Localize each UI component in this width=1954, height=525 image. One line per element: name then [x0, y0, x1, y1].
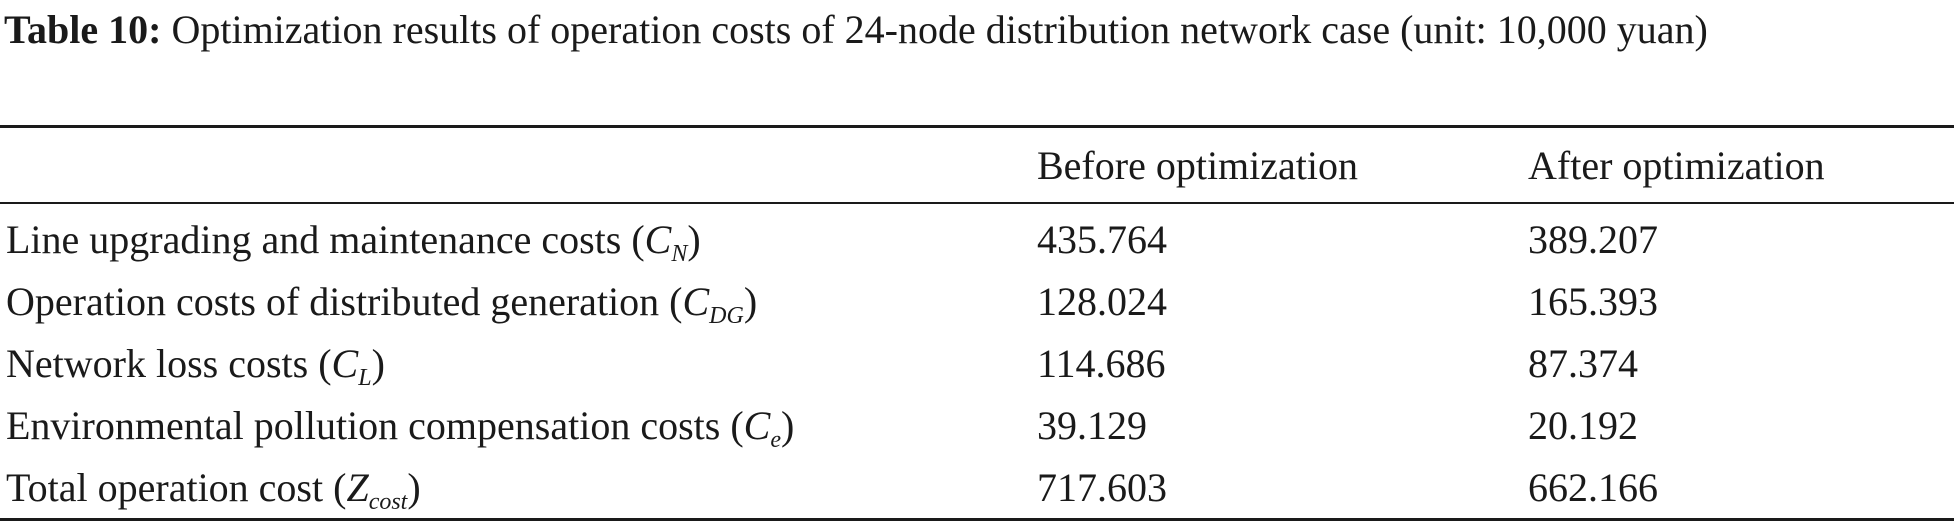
symbol-letter: C: [682, 278, 710, 324]
row-label-text: Total operation cost (: [6, 464, 347, 510]
row-label: Line upgrading and maintenance costs (CN…: [6, 216, 701, 267]
row-label-text: Operation costs of distributed generatio…: [6, 278, 683, 324]
caption-text: Optimization results of operation costs …: [171, 7, 1708, 52]
top-rule: [0, 125, 1954, 128]
row-after-value: 389.207: [1528, 216, 1658, 262]
row-after-value: 662.166: [1528, 464, 1658, 510]
caption-label: Table 10:: [4, 7, 162, 52]
row-symbol: CN: [644, 216, 688, 266]
symbol-subscript: N: [671, 240, 688, 267]
row-after-value: 165.393: [1528, 278, 1658, 324]
row-symbol: Zcost: [346, 464, 407, 514]
header-after: After optimization: [1528, 142, 1825, 188]
table-row: Network loss costs (CL) 114.686 87.374: [0, 332, 1954, 394]
row-after-value: 87.374: [1528, 340, 1638, 386]
row-symbol: CL: [331, 340, 372, 390]
row-before-value: 128.024: [1037, 278, 1167, 324]
row-before-value: 435.764: [1037, 216, 1167, 262]
row-label: Total operation cost (Zcost): [6, 464, 421, 515]
table-row: Line upgrading and maintenance costs (CN…: [0, 202, 1954, 270]
row-label-text: Network loss costs (: [6, 340, 332, 386]
table-row: Environmental pollution compensation cos…: [0, 394, 1954, 456]
cost-table: Before optimization After optimization L…: [0, 128, 1954, 518]
row-before-value: 114.686: [1037, 340, 1166, 386]
row-label: Environmental pollution compensation cos…: [6, 402, 795, 453]
row-label: Operation costs of distributed generatio…: [6, 278, 758, 329]
symbol-letter: C: [331, 340, 359, 386]
header-rule: [0, 202, 1954, 204]
row-symbol: CDG: [682, 278, 743, 328]
table-caption: Table 10: Optimization results of operat…: [4, 2, 1944, 57]
bottom-rule: [0, 518, 1954, 521]
symbol-letter: Z: [346, 464, 369, 510]
row-label-text: Environmental pollution compensation cos…: [6, 402, 744, 448]
header-before: Before optimization: [1037, 142, 1359, 188]
symbol-subscript: L: [358, 364, 372, 391]
symbol-letter: C: [644, 216, 672, 262]
row-symbol: Ce: [743, 402, 781, 452]
symbol-subscript: cost: [368, 488, 408, 515]
header-empty: [0, 128, 1031, 202]
row-after-value: 20.192: [1528, 402, 1638, 448]
symbol-letter: C: [743, 402, 771, 448]
table-row: Total operation cost (Zcost) 717.603 662…: [0, 456, 1954, 518]
header-row: Before optimization After optimization: [0, 128, 1954, 202]
row-before-value: 717.603: [1037, 464, 1167, 510]
table-row: Operation costs of distributed generatio…: [0, 270, 1954, 332]
row-label: Network loss costs (CL): [6, 340, 385, 391]
symbol-subscript: e: [770, 426, 781, 453]
row-before-value: 39.129: [1037, 402, 1147, 448]
row-label-text: Line upgrading and maintenance costs (: [6, 216, 645, 262]
symbol-subscript: DG: [709, 302, 744, 329]
